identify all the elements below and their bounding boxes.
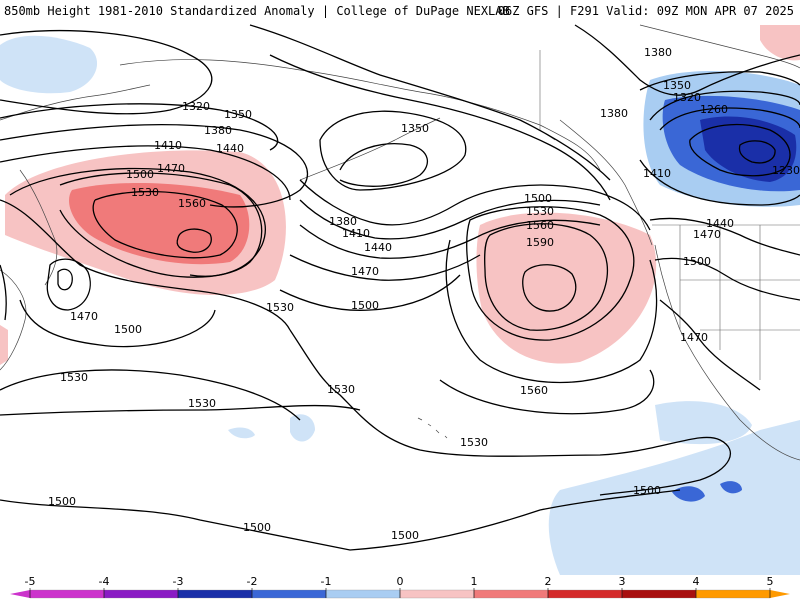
contour-label: 1500	[126, 168, 154, 181]
contour-label: 1350	[663, 79, 691, 92]
alaska-coast	[119, 59, 601, 171]
colorbar-segment	[473, 589, 549, 599]
contour-label: 1530	[266, 301, 294, 314]
colorbar-tick-label: -2	[247, 575, 258, 588]
hawaii-islands	[417, 417, 448, 439]
colorbar-segment	[103, 589, 179, 599]
canada-north-coast	[639, 24, 800, 69]
contour-label: 1530	[460, 436, 488, 449]
contour-label: 1350	[401, 122, 429, 135]
contour-label: 1410	[643, 167, 671, 180]
contour-label: 1500	[524, 192, 552, 205]
colorbar-segment	[695, 589, 771, 599]
contour-label: 1530	[60, 371, 88, 384]
neg-anomaly-ne-corner	[760, 25, 800, 61]
pos-anomaly-central	[476, 212, 657, 364]
colorbar-tick-label: 4	[693, 575, 700, 588]
contour-label: 1470	[693, 228, 721, 241]
neg-anomaly-patch-3	[655, 401, 752, 445]
contour-label: 1500	[48, 495, 76, 508]
colorbar-tick-label: -1	[321, 575, 332, 588]
anomaly-shading	[0, 25, 800, 575]
contour-label: 1470	[157, 162, 185, 175]
colorbar-segment	[399, 589, 475, 599]
colorbar-segment	[325, 589, 401, 599]
colorbar-tick-label: -5	[25, 575, 36, 588]
colorbar-right-arrow	[770, 590, 790, 598]
contour-label: 1350	[224, 108, 252, 121]
colorbar-tick-label: 0	[397, 575, 404, 588]
anomaly-colorbar: -5 -4 -3 -2 -1 0 1 2 3 4 5	[10, 575, 790, 599]
colorbar-tick-label: 2	[545, 575, 552, 588]
contour-label: 1260	[700, 103, 728, 116]
contour-label: 1230	[772, 164, 800, 177]
contour-label: 1320	[182, 100, 210, 113]
neg-anomaly-se	[548, 420, 800, 575]
colorbar-segment	[29, 589, 105, 599]
contour-label: 1500	[114, 323, 142, 336]
colorbar-segment	[547, 589, 623, 599]
contour-label: 1410	[342, 227, 370, 240]
contour-label: 1500	[351, 299, 379, 312]
contour-label: 1380	[329, 215, 357, 228]
contour-label: 1470	[70, 310, 98, 323]
state-borders	[679, 225, 800, 380]
contour-label: 1500	[683, 255, 711, 268]
contour-label: 1530	[131, 186, 159, 199]
contour-label: 1500	[633, 484, 661, 497]
colorbar-tick-label: -3	[173, 575, 184, 588]
contour-label: 1560	[526, 219, 554, 232]
contour-label: 1590	[526, 236, 554, 249]
contour-label: 1440	[364, 241, 392, 254]
colorbar-tick-label: 5	[767, 575, 774, 588]
aleutian-chain	[299, 117, 441, 181]
pos-anomaly-west-mid	[69, 183, 250, 265]
neg-anomaly-se-mid	[672, 486, 705, 502]
contour-label: 1500	[243, 521, 271, 534]
map-title: 850mb Height 1981-2010 Standardized Anom…	[4, 4, 510, 18]
colorbar-segment	[251, 589, 327, 599]
contour-label: 1530	[526, 205, 554, 218]
neg-anomaly-nw	[0, 35, 98, 94]
neg-anomaly-patch-2	[290, 414, 315, 442]
contour-label: 1320	[673, 91, 701, 104]
contour-label: 1380	[600, 107, 628, 120]
us-west-coast	[654, 244, 800, 461]
contour-label: 1530	[327, 383, 355, 396]
colorbar-tick-label: -4	[99, 575, 110, 588]
height-contours	[0, 24, 800, 551]
colorbar-segment	[621, 589, 697, 599]
contour-label: 1560	[178, 197, 206, 210]
pos-anomaly-west-edge	[0, 325, 8, 365]
neg-anomaly-ne-dark	[700, 116, 797, 182]
map-header: 850mb Height 1981-2010 Standardized Anom…	[0, 0, 800, 22]
contour-label: 1380	[204, 124, 232, 137]
contour-label: 1560	[520, 384, 548, 397]
russia-coast	[0, 84, 151, 121]
colorbar-segment	[177, 589, 253, 599]
contour-label: 1470	[351, 265, 379, 278]
contour-label: 1440	[706, 217, 734, 230]
contour-label: 1470	[680, 331, 708, 344]
contour-label: 1440	[216, 142, 244, 155]
neg-anomaly-se-mid-2	[720, 481, 742, 494]
contour-label: 1500	[391, 529, 419, 542]
neg-anomaly-patch-1	[228, 427, 255, 439]
contour-label: 1410	[154, 139, 182, 152]
bc-coast	[559, 119, 653, 246]
asia-coast	[0, 269, 27, 371]
colorbar-tick-label: 1	[471, 575, 478, 588]
contour-label: 1380	[644, 46, 672, 59]
colorbar-left-arrow	[10, 590, 30, 598]
contour-label: 1530	[188, 397, 216, 410]
kamchatka-coast	[19, 169, 58, 286]
model-valid-time: 06Z GFS | F291 Valid: 09Z MON APR 07 202…	[497, 4, 794, 18]
colorbar-tick-label: 3	[619, 575, 626, 588]
